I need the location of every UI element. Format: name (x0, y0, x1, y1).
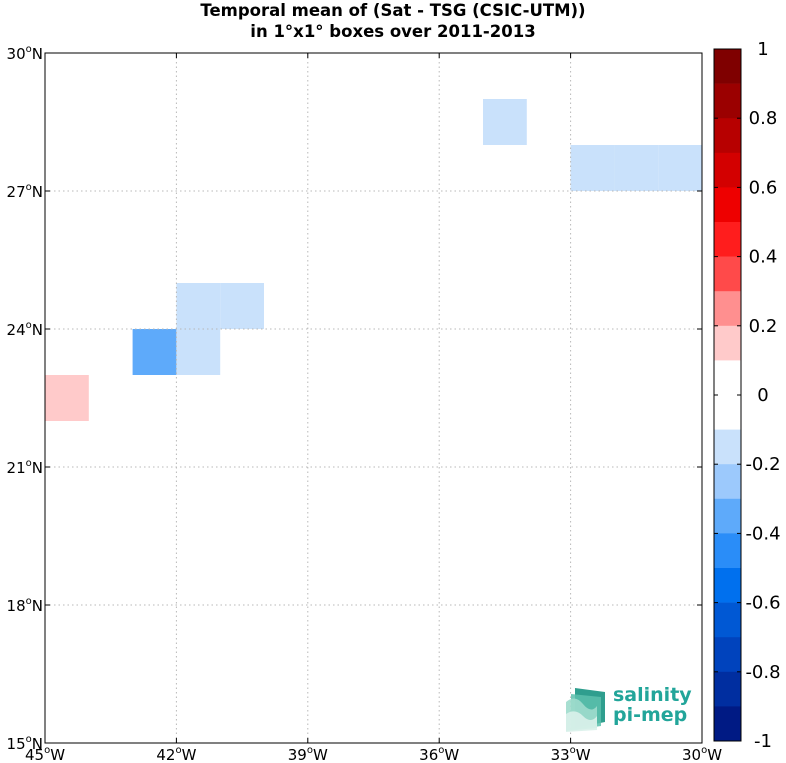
wave-logo-icon (566, 688, 605, 732)
colorbar-segment (714, 671, 741, 707)
grid-lines (45, 53, 702, 743)
colorbar-label: 0 (757, 385, 768, 406)
heatmap-cell (658, 145, 702, 191)
colorbar-segment (714, 325, 741, 361)
colorbar-segment (714, 395, 741, 430)
y-tick-label: 27oN (7, 182, 43, 201)
logo-word-salinity: salinity (613, 684, 692, 706)
colorbar-segment (714, 187, 741, 223)
x-tick-label: 45oW (25, 745, 65, 763)
chart-title-line1: Temporal mean of (Sat - TSG (CSIC-UTM)) (200, 1, 586, 20)
x-tick-label: 36oW (419, 745, 459, 763)
y-tick-label: 18oN (7, 596, 43, 615)
colorbar-segment (714, 291, 741, 327)
chart-title: Temporal mean of (Sat - TSG (CSIC-UTM)) … (0, 0, 786, 42)
heatmap-cell (176, 283, 221, 329)
logo-word-pimep: pi-mep (613, 704, 688, 726)
colorbar-label: 0.6 (749, 177, 778, 198)
colorbar: 1 0.8 0.6 0.4 0.2 0 -0.2 -0.4 -0.6 -0.8 -1 (713, 39, 781, 752)
x-tick-label: 42oW (156, 745, 196, 763)
colorbar-label: -0.6 (745, 593, 780, 614)
plot-frame (44, 52, 703, 744)
colorbar-label: -0.2 (745, 454, 780, 475)
heatmap-cell (614, 145, 659, 191)
colorbar-segment (714, 498, 741, 534)
y-tick-label: 30oN (7, 44, 43, 63)
colorbar-segment (714, 83, 741, 119)
salinity-pimep-logo: salinity pi-mep (563, 684, 693, 732)
y-tick-label: 15oN (7, 734, 43, 753)
chart-title-line2: in 1°x1° boxes over 2011-2013 (250, 22, 536, 41)
colorbar-segment (714, 429, 741, 465)
colorbar-segment (714, 360, 741, 396)
colorbar-segment (714, 118, 741, 154)
colorbar-segment (714, 706, 741, 742)
heatmap-cells (45, 99, 702, 421)
heatmap-cell (570, 145, 615, 191)
colorbar-segment (714, 533, 741, 569)
x-tick-label: 39oW (288, 745, 328, 763)
heatmap-cell (45, 375, 89, 421)
colorbar-segment (714, 152, 741, 188)
colorbar-label: 1 (757, 39, 768, 60)
colorbar-segment (714, 602, 741, 638)
y-tick-label: 21oN (7, 458, 43, 477)
y-tick-label: 24oN (7, 320, 43, 339)
colorbar-label: 0.8 (749, 108, 778, 129)
heatmap-cell (220, 283, 264, 329)
colorbar-segment (714, 49, 741, 84)
heatmap-cell (176, 329, 221, 375)
x-tick-label: 33oW (551, 745, 591, 763)
colorbar-label: 0.4 (749, 247, 778, 268)
colorbar-segment (714, 222, 741, 257)
colorbar-segment (714, 637, 741, 673)
colorbar-segment (714, 256, 741, 292)
colorbar-segment (714, 568, 741, 603)
colorbar-label: -0.4 (745, 523, 780, 544)
colorbar-label: 0.2 (749, 316, 778, 337)
axis-ticks: 45oW 42oW 39oW 36oW 33oW 30oW 30oN 27oN 24oN 21oN… (7, 44, 723, 763)
colorbar-label: -1 (754, 731, 772, 752)
heatmap-cell (483, 99, 527, 145)
colorbar-label: -0.8 (745, 662, 780, 683)
colorbar-segment (714, 464, 741, 500)
x-tick-label: 30oW (682, 745, 722, 763)
heatmap-cell (132, 329, 177, 375)
